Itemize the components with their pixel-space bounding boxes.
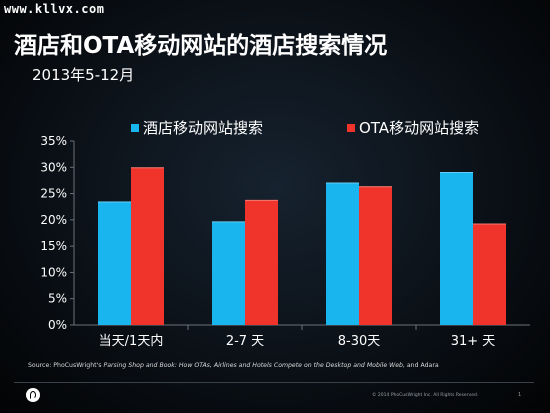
page-subtitle: 2013年5-12月 xyxy=(32,66,135,84)
footer-divider xyxy=(14,382,534,383)
phocuswright-logo-icon xyxy=(26,388,40,402)
bar-hotel xyxy=(326,182,359,325)
y-tick-label: 0% xyxy=(48,318,67,332)
x-tick-label: 8-30天 xyxy=(338,334,381,349)
x-tick-label: 当天/1天内 xyxy=(99,333,164,349)
y-tick-label: 10% xyxy=(40,265,67,279)
x-tick-label: 2-7 天 xyxy=(226,334,264,349)
legend-swatch-hotel xyxy=(131,123,139,132)
bar-hotel xyxy=(98,201,131,325)
chart-legend: 酒店移动网站搜索 OTA移动网站搜索 xyxy=(0,117,550,137)
source-note: Source: PhoCusWright's Parsing Shop and … xyxy=(28,362,439,369)
y-tick-label: 20% xyxy=(40,213,67,227)
y-tick-label: 5% xyxy=(48,292,67,306)
y-tick-label: 15% xyxy=(40,239,67,253)
page-number: 1 xyxy=(518,392,522,398)
copyright-text: © 2014 PhoCusWright Inc. All Rights Rese… xyxy=(372,393,479,398)
source-suffix: and Adara xyxy=(404,362,439,369)
source-prefix: Source: PhoCusWright's xyxy=(28,362,104,369)
bar-ota xyxy=(359,186,392,325)
legend-item-ota: OTA移动网站搜索 xyxy=(347,117,479,138)
source-italic: Parsing Shop and Book: How OTAs, Airline… xyxy=(103,362,405,369)
y-tick-label: 30% xyxy=(40,160,67,174)
legend-label-ota: OTA移动网站搜索 xyxy=(359,119,480,137)
x-tick-label: 31+ 天 xyxy=(451,334,496,349)
bar-ota xyxy=(245,199,278,325)
bar-ota xyxy=(473,223,506,325)
y-tick-label: 35% xyxy=(40,134,67,148)
page-title: 酒店和OTA移动网站的酒店搜索情况 xyxy=(14,33,388,59)
bar-ota xyxy=(131,167,164,325)
bar-hotel xyxy=(212,221,245,325)
y-tick-label: 25% xyxy=(40,187,67,201)
legend-swatch-ota xyxy=(347,123,355,132)
legend-label-hotel: 酒店移动网站搜索 xyxy=(143,119,264,137)
watermark-text: www.kllvx.com xyxy=(4,2,105,16)
bar-hotel xyxy=(440,172,473,325)
legend-item-hotel: 酒店移动网站搜索 xyxy=(131,117,263,138)
